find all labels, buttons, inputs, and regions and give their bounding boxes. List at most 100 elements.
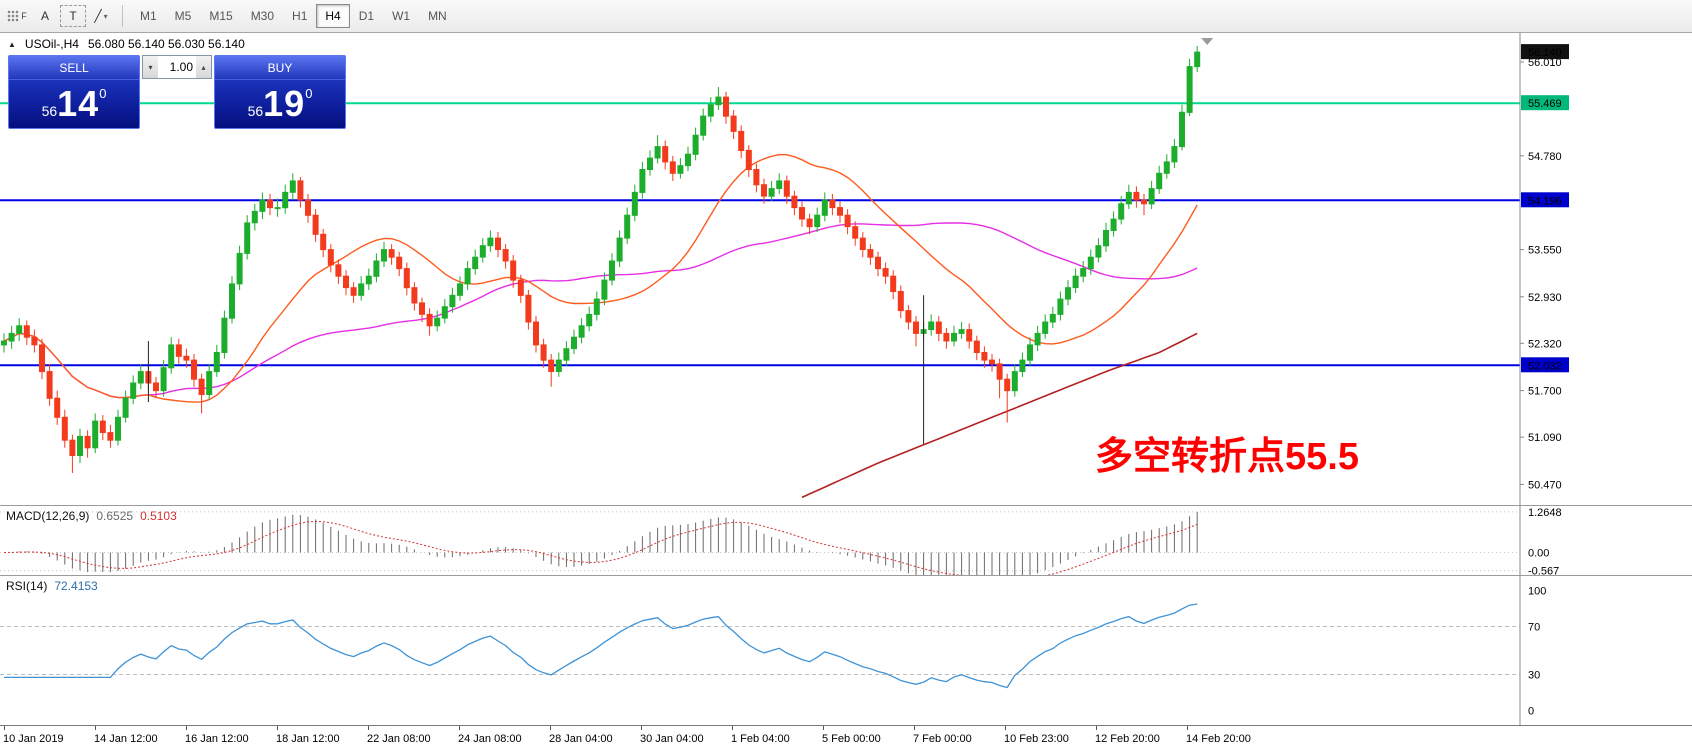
shift-marker-icon[interactable] bbox=[1201, 38, 1214, 45]
macd-tick: -0.567 bbox=[1528, 566, 1559, 575]
time-label: 7 Feb 00:00 bbox=[913, 733, 972, 745]
rsi-value: 72.4153 bbox=[54, 579, 98, 593]
time-tick bbox=[550, 726, 551, 730]
buy-price-small: 56 bbox=[247, 103, 264, 119]
sell-price-small: 56 bbox=[41, 103, 58, 119]
time-label: 22 Jan 08:00 bbox=[367, 733, 431, 745]
svg-text:56.140: 56.140 bbox=[1528, 47, 1562, 59]
timeframe-mn[interactable]: MN bbox=[419, 4, 456, 28]
sell-price-big: 14 bbox=[57, 83, 100, 124]
main-chart-panel[interactable]: 56.010 54.780 53.550 52.930 52.320 51.700 51.0… bbox=[0, 33, 1692, 505]
text-tool-button[interactable]: T bbox=[60, 5, 86, 27]
buy-price[interactable]: 56 19 0 bbox=[215, 80, 345, 128]
sell-price[interactable]: 56 14 0 bbox=[9, 80, 139, 128]
time-label: 14 Feb 20:00 bbox=[1186, 733, 1251, 745]
time-axis[interactable]: 10 Jan 2019 14 Jan 12:00 16 Jan 12:00 18 Ja… bbox=[0, 725, 1692, 753]
rsi-panel[interactable]: 100 70 30 0 RSI(14) 72.4153 bbox=[0, 575, 1692, 725]
indicator-grid-button[interactable]: F bbox=[4, 4, 30, 28]
timeframe-m1[interactable]: M1 bbox=[131, 4, 166, 28]
grid-button-label: F bbox=[21, 11, 27, 21]
macd-label: MACD(12,26,9) 0.6525 0.5103 bbox=[6, 509, 177, 523]
lot-increase-button[interactable]: ▴ bbox=[196, 56, 211, 78]
buy-button[interactable]: BUY bbox=[215, 56, 345, 80]
rsi-tick: 100 bbox=[1528, 585, 1546, 597]
time-label: 10 Jan 2019 bbox=[3, 733, 64, 745]
time-tick bbox=[641, 726, 642, 730]
rsi-line bbox=[4, 603, 1198, 689]
price-tick: 52.320 bbox=[1528, 338, 1562, 350]
macd-chart: 1.2648 0.00 -0.567 bbox=[0, 506, 1562, 575]
one-click-trading-panel: SELL 56 14 0 ▾ 1.00 ▴ BUY 56 19 bbox=[8, 55, 346, 129]
bid-price-tag bbox=[1521, 44, 1569, 60]
cursor-tool-button[interactable]: A bbox=[32, 4, 58, 28]
toolbar: F A T ╱ ▾ M1 M5 M15 M30 H1 H4 D1 W1 MN bbox=[0, 0, 1692, 33]
rsi-chart: 100 70 30 0 bbox=[0, 576, 1546, 725]
time-tick bbox=[732, 726, 733, 730]
price-tick: 53.550 bbox=[1528, 245, 1562, 257]
macd-tick: 0.00 bbox=[1528, 548, 1549, 560]
timeframe-d1[interactable]: D1 bbox=[350, 4, 383, 28]
timeframe-h4[interactable]: H4 bbox=[316, 4, 350, 28]
timeframe-m5[interactable]: M5 bbox=[166, 4, 201, 28]
macd-histogram bbox=[11, 511, 1198, 575]
ma-long-line bbox=[801, 332, 1198, 499]
time-label: 5 Feb 00:00 bbox=[822, 733, 881, 745]
timeframe-w1[interactable]: W1 bbox=[383, 4, 419, 28]
symbol-info-bar: ▲ USOil-,H4 56.080 56.140 56.030 56.140 bbox=[8, 37, 245, 51]
macd-signal-value: 0.5103 bbox=[140, 509, 177, 523]
time-tick bbox=[1187, 726, 1188, 730]
symbol-ohlc: 56.080 56.140 56.030 56.140 bbox=[87, 37, 245, 51]
time-tick bbox=[1005, 726, 1006, 730]
price-tick: 51.090 bbox=[1528, 432, 1562, 444]
price-tick: 51.700 bbox=[1528, 386, 1562, 398]
time-label: 10 Feb 23:00 bbox=[1004, 733, 1069, 745]
price-tick: 50.470 bbox=[1528, 479, 1562, 491]
candlestick-chart: 56.010 54.780 53.550 52.930 52.320 51.700 51.0… bbox=[0, 33, 1569, 505]
draw-tools-button[interactable]: ╱ ▾ bbox=[88, 4, 114, 28]
svg-text:55.469: 55.469 bbox=[1528, 98, 1562, 110]
time-label: 1 Feb 04:00 bbox=[731, 733, 790, 745]
timeframe-m15[interactable]: M15 bbox=[200, 4, 241, 28]
candles bbox=[1, 46, 1201, 473]
time-label: 14 Jan 12:00 bbox=[94, 733, 158, 745]
rsi-tick: 0 bbox=[1528, 706, 1534, 718]
rsi-name: RSI(14) bbox=[6, 579, 48, 593]
time-label: 28 Jan 04:00 bbox=[549, 733, 613, 745]
lot-dropdown-button[interactable]: ▾ bbox=[143, 56, 158, 78]
toolbar-separator bbox=[122, 5, 123, 27]
timeframe-group: M1 M5 M15 M30 H1 H4 D1 W1 MN bbox=[131, 4, 456, 28]
macd-panel[interactable]: 1.2648 0.00 -0.567 MACD(12,26,9) 0.6525 0.… bbox=[0, 505, 1692, 575]
time-tick bbox=[823, 726, 824, 730]
sell-button[interactable]: SELL bbox=[9, 56, 139, 80]
macd-value: 0.6525 bbox=[96, 509, 134, 523]
macd-signal-line bbox=[3, 520, 1198, 575]
time-label: 24 Jan 08:00 bbox=[458, 733, 522, 745]
rsi-tick: 30 bbox=[1528, 670, 1540, 682]
lot-control: ▾ 1.00 ▴ bbox=[142, 55, 212, 79]
ma-fast-line bbox=[3, 153, 1198, 403]
svg-text:52.032: 52.032 bbox=[1528, 360, 1562, 372]
lot-input[interactable]: 1.00 bbox=[158, 56, 196, 78]
dots-grid-icon bbox=[7, 10, 20, 22]
rsi-tick: 70 bbox=[1528, 622, 1540, 634]
buy-price-big: 19 bbox=[263, 83, 306, 124]
time-label: 12 Feb 20:00 bbox=[1095, 733, 1160, 745]
ma-mid-line bbox=[3, 222, 1198, 399]
price-tick: 56.010 bbox=[1528, 57, 1562, 69]
time-tick bbox=[186, 726, 187, 730]
symbol-name: USOil-,H4 bbox=[24, 37, 79, 51]
chevron-down-icon: ▾ bbox=[103, 11, 108, 21]
macd-name: MACD(12,26,9) bbox=[6, 509, 90, 523]
buy-panel: BUY 56 19 0 bbox=[214, 55, 346, 129]
time-tick bbox=[1096, 726, 1097, 730]
timeframe-m30[interactable]: M30 bbox=[242, 4, 283, 28]
timeframe-h1[interactable]: H1 bbox=[283, 4, 316, 28]
time-tick bbox=[277, 726, 278, 730]
lot-column: ▾ 1.00 ▴ bbox=[142, 55, 212, 129]
time-tick bbox=[914, 726, 915, 730]
buy-price-sup: 0 bbox=[305, 86, 313, 101]
macd-tick: 1.2648 bbox=[1528, 507, 1562, 519]
time-label: 30 Jan 04:00 bbox=[640, 733, 704, 745]
symbol-collapse-icon[interactable]: ▲ bbox=[8, 39, 16, 49]
